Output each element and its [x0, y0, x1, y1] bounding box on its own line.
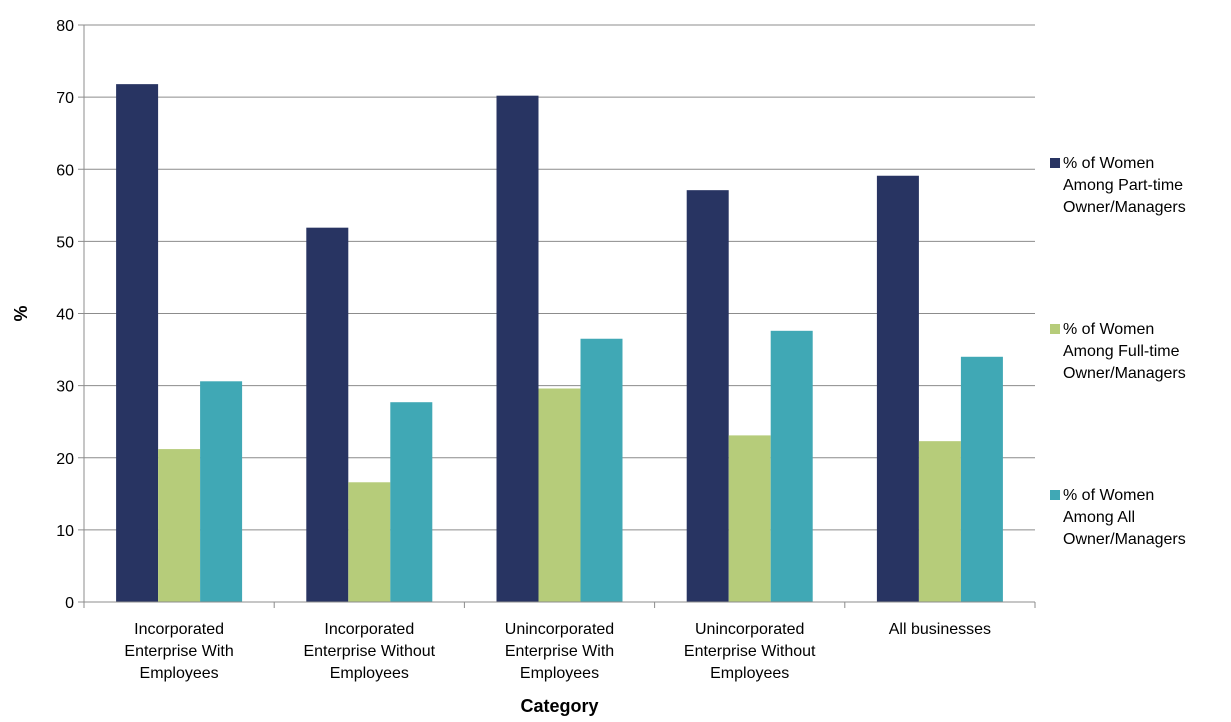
legend-label: % of Women [1063, 321, 1154, 338]
y-tick-label: 70 [56, 90, 74, 107]
category-label: Incorporated [134, 621, 224, 638]
legend-swatch [1050, 324, 1060, 334]
category-label: Employees [140, 665, 219, 682]
bar [496, 95, 539, 603]
bars [116, 84, 1003, 603]
y-tick-label: 80 [56, 18, 74, 35]
category-label: Employees [520, 665, 599, 682]
category-label: Enterprise Without [303, 643, 435, 660]
category-label: Employees [330, 665, 409, 682]
legend-label: Owner/Managers [1063, 531, 1186, 548]
legend-label: % of Women [1063, 487, 1154, 504]
y-tick-label: 50 [56, 234, 74, 251]
category-label: All businesses [889, 621, 991, 638]
category-label: Unincorporated [505, 621, 614, 638]
bar [580, 338, 623, 602]
bar [348, 482, 391, 602]
category-label: Enterprise With [124, 643, 233, 660]
y-tick-label: 20 [56, 451, 74, 468]
legend-label: Owner/Managers [1063, 199, 1186, 216]
legend-label: Among Part-time [1063, 177, 1183, 194]
y-tick-labels: 0 10 20 30 40 50 60 70 80 [56, 18, 74, 612]
bar [538, 388, 581, 602]
bar [200, 381, 243, 602]
bar [390, 402, 433, 602]
legend-label: % of Women [1063, 155, 1154, 172]
category-label: Employees [710, 665, 789, 682]
legend-label: Owner/Managers [1063, 365, 1186, 382]
bar [728, 435, 771, 602]
bar [158, 449, 201, 602]
axes [78, 24, 1036, 608]
category-labels: Incorporated Enterprise With Employees Inco… [124, 621, 991, 682]
category-label: Enterprise With [505, 643, 614, 660]
legend-label: Among Full-time [1063, 343, 1180, 360]
bar [960, 356, 1003, 602]
bar [686, 190, 729, 602]
legend: % of Women Among Part-time Owner/Managers%… [1050, 155, 1186, 548]
bar [116, 84, 159, 602]
bar [876, 175, 919, 602]
legend-swatch [1050, 490, 1060, 500]
category-label: Incorporated [324, 621, 414, 638]
y-tick-label: 40 [56, 307, 74, 324]
legend-label: Among All [1063, 509, 1135, 526]
bar [306, 227, 349, 602]
x-axis-title: Category [520, 696, 598, 716]
category-label: Enterprise Without [684, 643, 816, 660]
gridlines [84, 24, 1035, 531]
category-label: Unincorporated [695, 621, 804, 638]
y-axis-title: % [11, 305, 31, 321]
y-tick-label: 30 [56, 379, 74, 396]
y-tick-label: 10 [56, 523, 74, 540]
y-tick-label: 0 [65, 595, 74, 612]
y-tick-label: 60 [56, 162, 74, 179]
bar [770, 330, 813, 602]
bar [918, 441, 961, 602]
legend-swatch [1050, 158, 1060, 168]
